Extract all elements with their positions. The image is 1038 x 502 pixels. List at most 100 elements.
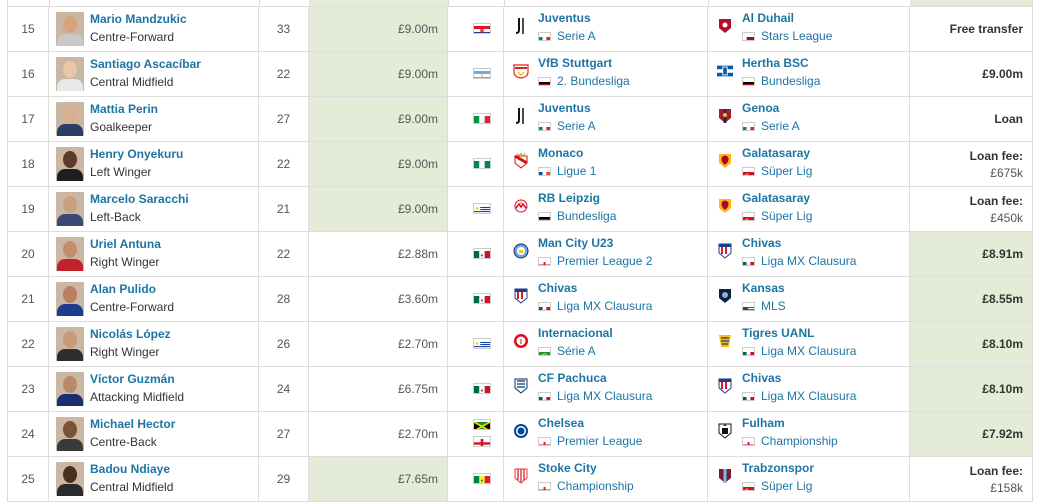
man-city-crest-icon[interactable]: [513, 242, 529, 260]
joined-club-link[interactable]: Chivas: [742, 236, 782, 250]
player-name-link[interactable]: Michael Hector: [90, 417, 176, 431]
joined-club-link[interactable]: Galatasaray: [742, 146, 811, 160]
fee-value[interactable]: £7.92m: [982, 427, 1023, 441]
player-photo[interactable]: [56, 192, 84, 226]
fee-value[interactable]: £8.55m: [982, 292, 1023, 306]
player-photo[interactable]: [56, 372, 84, 406]
joined-club-link[interactable]: Chivas: [742, 371, 782, 385]
left-league-link[interactable]: Série A: [557, 344, 596, 358]
player-photo[interactable]: [56, 327, 84, 361]
left-club-link[interactable]: CF Pachuca: [538, 371, 607, 385]
player-photo[interactable]: [56, 57, 84, 91]
league-flag-icon: [742, 437, 755, 446]
left-league-link[interactable]: Serie A: [557, 119, 596, 133]
player-photo[interactable]: [56, 102, 84, 136]
left-club-link[interactable]: Man City U23: [538, 236, 614, 250]
player-photo[interactable]: [56, 12, 84, 46]
joined-club-link[interactable]: Genoa: [742, 101, 780, 115]
left-club-cell: Stoke City Championship: [504, 457, 708, 501]
joined-league-link[interactable]: Liga MX Clausura: [761, 254, 857, 268]
left-club-link[interactable]: VfB Stuttgart: [538, 56, 612, 70]
player-name-link[interactable]: Alan Pulido: [90, 282, 156, 296]
internacional-crest-icon[interactable]: I: [513, 332, 529, 350]
player-photo[interactable]: [56, 462, 84, 496]
monaco-crest-icon[interactable]: [513, 152, 529, 170]
hertha-crest-icon[interactable]: [717, 62, 733, 80]
joined-club-link[interactable]: Tigres UANL: [742, 326, 815, 340]
fee-value[interactable]: £8.91m: [982, 247, 1023, 261]
player-name-link[interactable]: Víctor Guzmán: [90, 372, 175, 386]
left-league-link[interactable]: Serie A: [557, 29, 596, 43]
table-row: 15 Mario Mandzukic Centre-Forward 33 £9.…: [8, 7, 1032, 52]
chivas-crest-icon[interactable]: [513, 287, 529, 305]
left-club-link[interactable]: Juventus: [538, 101, 591, 115]
player-name-link[interactable]: Nicolás López: [90, 327, 171, 341]
joined-club-link[interactable]: Al Duhail: [742, 11, 795, 25]
chivas-crest-icon[interactable]: [717, 242, 733, 260]
joined-club-link[interactable]: Fulham: [742, 416, 785, 430]
fee-value[interactable]: £8.10m: [982, 337, 1023, 351]
joined-club-link[interactable]: Hertha BSC: [742, 56, 809, 70]
player-name-link[interactable]: Badou Ndiaye: [90, 462, 171, 476]
left-league-link[interactable]: Premier League: [557, 434, 643, 448]
fee-value[interactable]: £9.00m: [982, 67, 1023, 81]
player-name-link[interactable]: Santiago Ascacíbar: [90, 57, 201, 71]
left-league-link[interactable]: Ligue 1: [557, 164, 597, 178]
stoke-crest-icon[interactable]: [513, 467, 529, 485]
galatasaray-crest-icon[interactable]: [717, 197, 733, 215]
juventus-crest-icon[interactable]: [513, 107, 529, 125]
left-club-link[interactable]: Chelsea: [538, 416, 585, 430]
joined-league-link[interactable]: Liga MX Clausura: [761, 389, 857, 403]
al-duhail-crest-icon[interactable]: [717, 17, 733, 35]
player-name-link[interactable]: Mattia Perin: [90, 102, 159, 116]
joined-league-link[interactable]: Süper Lig: [761, 479, 813, 493]
left-league-link[interactable]: Championship: [557, 479, 634, 493]
trabzonspor-crest-icon[interactable]: [717, 467, 733, 485]
galatasaray-crest-icon[interactable]: [717, 152, 733, 170]
leipzig-crest-icon[interactable]: [513, 197, 529, 215]
left-club-link[interactable]: Stoke City: [538, 461, 597, 475]
fee-value[interactable]: £8.10m: [982, 382, 1023, 396]
chelsea-crest-icon[interactable]: [513, 422, 529, 440]
joined-league-link[interactable]: Liga MX Clausura: [761, 344, 857, 358]
juventus-crest-icon[interactable]: [513, 17, 529, 35]
left-league-link[interactable]: 2. Bundesliga: [557, 74, 630, 88]
left-league-link[interactable]: Liga MX Clausura: [557, 299, 653, 313]
stuttgart-crest-icon[interactable]: [513, 62, 529, 80]
left-league-link[interactable]: Liga MX Clausura: [557, 389, 653, 403]
player-photo[interactable]: [56, 147, 84, 181]
player-photo[interactable]: [56, 237, 84, 271]
player-name-link[interactable]: Uriel Antuna: [90, 237, 161, 251]
joined-club-link[interactable]: Trabzonspor: [742, 461, 815, 475]
left-club-link[interactable]: Monaco: [538, 146, 584, 160]
joined-league-link[interactable]: Süper Lig: [761, 209, 813, 223]
joined-league-link[interactable]: Serie A: [761, 119, 800, 133]
left-club-link[interactable]: Internacional: [538, 326, 613, 340]
joined-league-link[interactable]: MLS: [761, 299, 786, 313]
joined-club-link[interactable]: Kansas: [742, 281, 785, 295]
joined-league-link[interactable]: Bundesliga: [761, 74, 821, 88]
player-photo[interactable]: [56, 282, 84, 316]
joined-club-link[interactable]: Galatasaray: [742, 191, 811, 205]
joined-league-link[interactable]: Stars League: [761, 29, 833, 43]
chivas-crest-icon[interactable]: [717, 377, 733, 395]
genoa-crest-icon[interactable]: [717, 107, 733, 125]
left-club-link[interactable]: Chivas: [538, 281, 578, 295]
fulham-crest-icon[interactable]: [717, 422, 733, 440]
player-name-link[interactable]: Mario Mandzukic: [90, 12, 187, 26]
fee-value[interactable]: £158k: [990, 481, 1023, 495]
fee-value[interactable]: £450k: [990, 211, 1023, 225]
left-club-link[interactable]: RB Leipzig: [538, 191, 600, 205]
left-club-link[interactable]: Juventus: [538, 11, 591, 25]
fee-value[interactable]: £675k: [990, 166, 1023, 180]
pachuca-crest-icon[interactable]: [513, 377, 529, 395]
joined-league-link[interactable]: Championship: [761, 434, 838, 448]
player-name-link[interactable]: Marcelo Saracchi: [90, 192, 189, 206]
tigres-crest-icon[interactable]: [717, 332, 733, 350]
kansas-crest-icon[interactable]: [717, 287, 733, 305]
player-name-link[interactable]: Henry Onyekuru: [90, 147, 184, 161]
player-photo[interactable]: [56, 417, 84, 451]
left-league-link[interactable]: Bundesliga: [557, 209, 617, 223]
joined-league-link[interactable]: Süper Lig: [761, 164, 813, 178]
left-league-link[interactable]: Premier League 2: [557, 254, 653, 268]
